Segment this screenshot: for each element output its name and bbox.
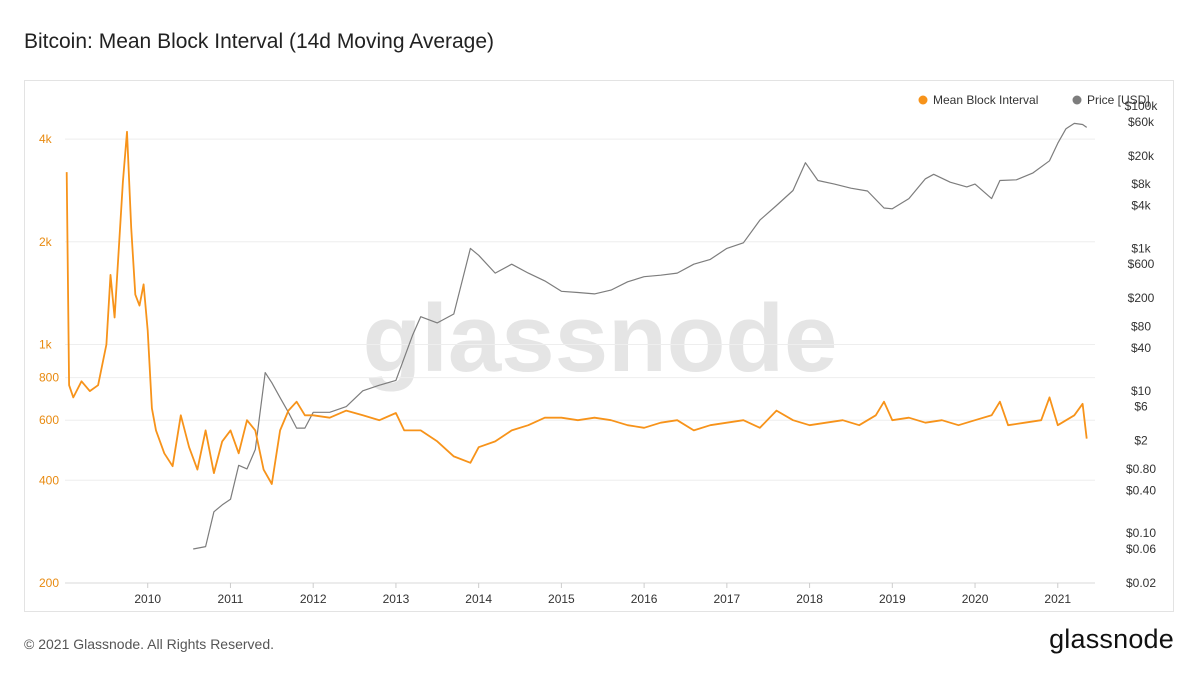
x-axis: 2010 2011 2012 2013 2014 2015 2016 2017 2018 2019… — [134, 583, 1071, 606]
y-right-tick-label: $0.10 — [1126, 526, 1156, 540]
y-left-tick-label: 200 — [39, 576, 59, 590]
series-line-price — [193, 122, 1088, 550]
y-right-tick-label: $6 — [1134, 400, 1148, 414]
series-line-mean-block-interval — [65, 130, 1088, 485]
y-axis-left: 200 400 600 800 1k 2k 4k — [39, 132, 59, 590]
y-right-tick-label: $100k — [1125, 99, 1159, 113]
x-tick-label: 2019 — [879, 592, 906, 606]
y-right-tick-label: $200 — [1128, 291, 1155, 305]
chart-svg: glassnode 2010 2011 2012 2013 2014 2015 2016 20… — [39, 93, 1159, 606]
y-left-tick-label: 600 — [39, 413, 59, 427]
x-tick-label: 2011 — [218, 592, 244, 606]
x-tick-label: 2013 — [383, 592, 410, 606]
x-tick-label: 2015 — [548, 592, 575, 606]
legend-dot — [918, 95, 928, 105]
legend-item-price[interactable]: Price [USD] — [1087, 93, 1150, 107]
footer-copyright: © 2021 Glassnode. All Rights Reserved. — [24, 636, 275, 652]
y-right-tick-label: $1k — [1131, 241, 1151, 255]
series-layer — [65, 122, 1088, 550]
y-left-tick-label: 2k — [39, 235, 53, 249]
y-right-tick-label: $8k — [1131, 177, 1151, 191]
x-tick-label: 2010 — [134, 592, 161, 606]
legend-item-mean-block-interval[interactable]: Mean Block Interval — [933, 93, 1038, 107]
x-tick-label: 2021 — [1044, 592, 1071, 606]
y-left-tick-label: 800 — [39, 371, 59, 385]
y-right-tick-label: $20k — [1128, 149, 1155, 163]
y-left-tick-label: 1k — [39, 338, 53, 352]
x-tick-label: 2018 — [796, 592, 823, 606]
x-tick-label: 2017 — [713, 592, 740, 606]
x-tick-label: 2020 — [962, 592, 989, 606]
y-right-tick-label: $4k — [1131, 199, 1151, 213]
x-tick-label: 2014 — [465, 592, 492, 606]
y-right-tick-label: $80 — [1131, 320, 1151, 334]
chart-panel: glassnode 2010 2011 2012 2013 2014 2015 2016 20… — [24, 80, 1174, 612]
x-tick-label: 2016 — [631, 592, 658, 606]
y-axis-right: $0.02 $0.06 $0.10 $0.40 $0.80 $2 $6 $10 $40 $80 $2… — [1125, 99, 1159, 590]
y-right-tick-label: $0.06 — [1126, 542, 1156, 556]
y-right-tick-label: $0.80 — [1126, 462, 1156, 476]
y-left-tick-label: 400 — [39, 473, 59, 487]
y-right-tick-label: $60k — [1128, 115, 1155, 129]
y-right-tick-label: $10 — [1131, 384, 1151, 398]
x-tick-label: 2012 — [300, 592, 327, 606]
y-left-tick-label: 4k — [39, 132, 53, 146]
y-right-tick-label: $0.40 — [1126, 483, 1156, 497]
y-right-tick-label: $2 — [1134, 434, 1148, 448]
legend-dot — [1072, 95, 1082, 105]
legend: Mean Block Interval Price [USD] — [918, 93, 1150, 107]
watermark: glassnode — [363, 285, 838, 392]
y-right-tick-label: $0.02 — [1126, 576, 1156, 590]
glassnode-logo[interactable]: glassnode — [1049, 624, 1174, 654]
chart-title: Bitcoin: Mean Block Interval (14d Moving… — [24, 30, 495, 53]
y-right-tick-label: $600 — [1128, 257, 1155, 271]
y-right-tick-label: $40 — [1131, 341, 1151, 355]
